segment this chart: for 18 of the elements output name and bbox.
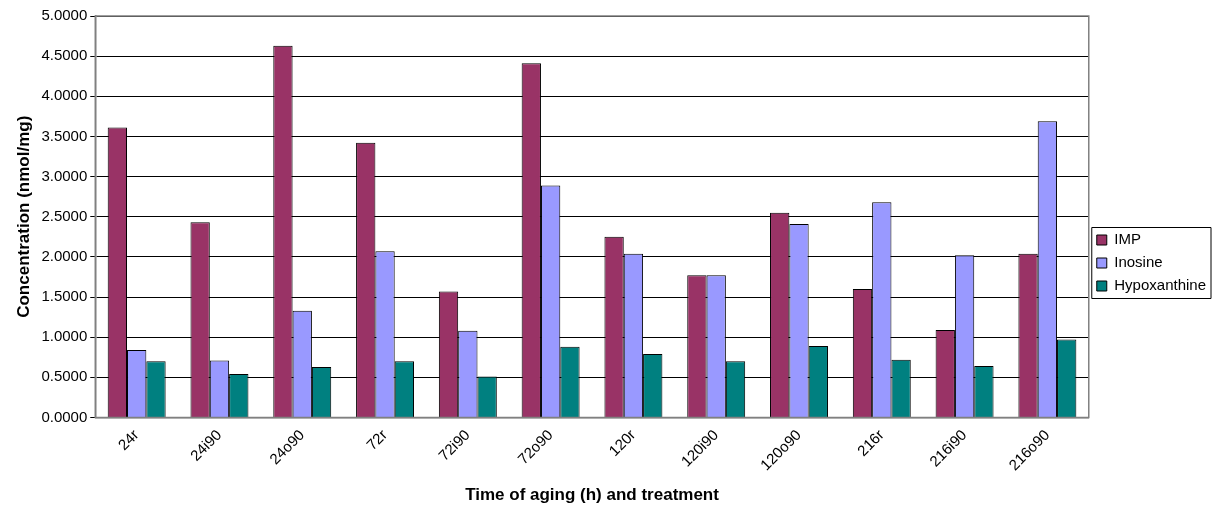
y-tick-label: 4.0000 [41, 86, 88, 104]
y-tick-label: 0.0000 [41, 407, 88, 425]
y-tick-label: 5.0000 [41, 6, 88, 24]
y-tick-label: 0.5000 [41, 367, 88, 385]
legend-label: Inosine [1114, 253, 1163, 271]
legend-label: IMP [1114, 230, 1141, 248]
y-tick-label: 4.5000 [41, 46, 88, 64]
x-tick-label: 24r [114, 425, 142, 454]
y-tick-label: 3.5000 [41, 126, 88, 144]
y-tick-label: 1.5000 [41, 287, 88, 305]
y-tick-label: 3.0000 [41, 166, 88, 184]
y-tick-label: 1.0000 [41, 327, 88, 345]
legend-label: Hypoxanthine [1114, 276, 1207, 294]
y-tick-label: 2.0000 [41, 247, 88, 265]
y-tick-label: 2.5000 [41, 206, 88, 224]
y-axis-title: Concentration (nmol/mg) [13, 115, 33, 318]
x-axis-title: Time of aging (h) and treatment [465, 485, 720, 505]
x-tick-label: 72r [362, 425, 391, 454]
